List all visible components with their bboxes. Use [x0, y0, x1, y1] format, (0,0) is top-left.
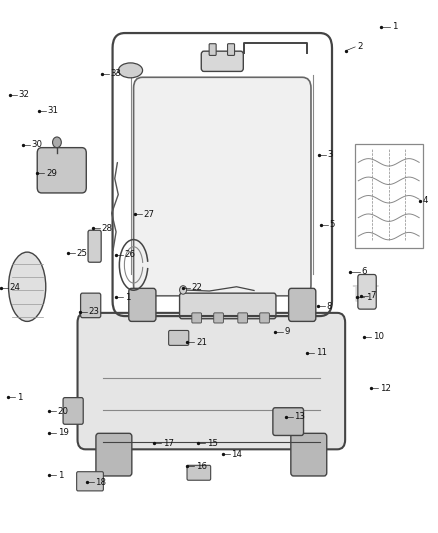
- FancyBboxPatch shape: [77, 472, 103, 491]
- Text: 29: 29: [46, 169, 57, 177]
- Text: 10: 10: [373, 333, 384, 341]
- FancyBboxPatch shape: [81, 293, 101, 318]
- Text: 13: 13: [294, 413, 305, 421]
- FancyBboxPatch shape: [78, 313, 345, 449]
- Text: 21: 21: [196, 338, 207, 346]
- Text: 11: 11: [316, 349, 327, 357]
- Text: 26: 26: [125, 251, 136, 259]
- FancyBboxPatch shape: [358, 274, 376, 309]
- Text: 20: 20: [58, 407, 69, 416]
- Text: 33: 33: [110, 69, 121, 78]
- Text: 6: 6: [361, 268, 367, 276]
- FancyBboxPatch shape: [88, 230, 101, 262]
- FancyBboxPatch shape: [289, 288, 316, 321]
- FancyBboxPatch shape: [291, 433, 327, 476]
- FancyBboxPatch shape: [201, 51, 244, 71]
- Text: 15: 15: [207, 439, 218, 448]
- FancyBboxPatch shape: [180, 293, 276, 319]
- Text: 30: 30: [32, 141, 42, 149]
- Text: 17: 17: [163, 439, 174, 448]
- Text: 28: 28: [102, 224, 113, 232]
- Circle shape: [180, 286, 187, 294]
- FancyBboxPatch shape: [96, 433, 132, 476]
- Text: 19: 19: [58, 429, 69, 437]
- Text: 27: 27: [144, 210, 155, 219]
- Text: 12: 12: [380, 384, 391, 392]
- FancyBboxPatch shape: [209, 44, 216, 55]
- Text: 9: 9: [285, 327, 290, 336]
- Text: 1: 1: [366, 293, 371, 302]
- Text: 31: 31: [47, 107, 58, 115]
- FancyBboxPatch shape: [187, 465, 211, 480]
- Text: 18: 18: [95, 478, 106, 487]
- FancyBboxPatch shape: [273, 408, 304, 435]
- Text: 22: 22: [192, 284, 203, 292]
- Text: 4: 4: [423, 197, 428, 205]
- Text: 7: 7: [370, 292, 376, 300]
- Ellipse shape: [8, 252, 46, 321]
- Text: 8: 8: [326, 302, 332, 311]
- FancyBboxPatch shape: [214, 313, 223, 323]
- Text: 2: 2: [357, 43, 363, 51]
- Text: 1: 1: [17, 393, 22, 401]
- Text: 23: 23: [88, 308, 99, 316]
- FancyBboxPatch shape: [260, 313, 269, 323]
- FancyArrowPatch shape: [353, 285, 378, 301]
- FancyBboxPatch shape: [37, 148, 86, 193]
- FancyBboxPatch shape: [192, 313, 201, 323]
- Text: 1: 1: [392, 22, 398, 31]
- Text: 24: 24: [10, 284, 21, 292]
- FancyBboxPatch shape: [134, 77, 311, 296]
- FancyBboxPatch shape: [129, 288, 156, 321]
- Text: 5: 5: [329, 221, 335, 229]
- Ellipse shape: [118, 63, 142, 78]
- Bar: [355, 144, 423, 248]
- FancyBboxPatch shape: [228, 44, 234, 55]
- Text: 1: 1: [125, 293, 131, 302]
- FancyBboxPatch shape: [63, 398, 83, 424]
- Text: 16: 16: [196, 462, 207, 471]
- FancyBboxPatch shape: [169, 330, 189, 345]
- Circle shape: [53, 137, 61, 148]
- FancyBboxPatch shape: [238, 313, 247, 323]
- Text: 1: 1: [58, 471, 64, 480]
- Text: 3: 3: [328, 150, 333, 159]
- Text: 32: 32: [18, 91, 29, 99]
- Text: 25: 25: [77, 249, 88, 257]
- Text: 14: 14: [231, 450, 242, 458]
